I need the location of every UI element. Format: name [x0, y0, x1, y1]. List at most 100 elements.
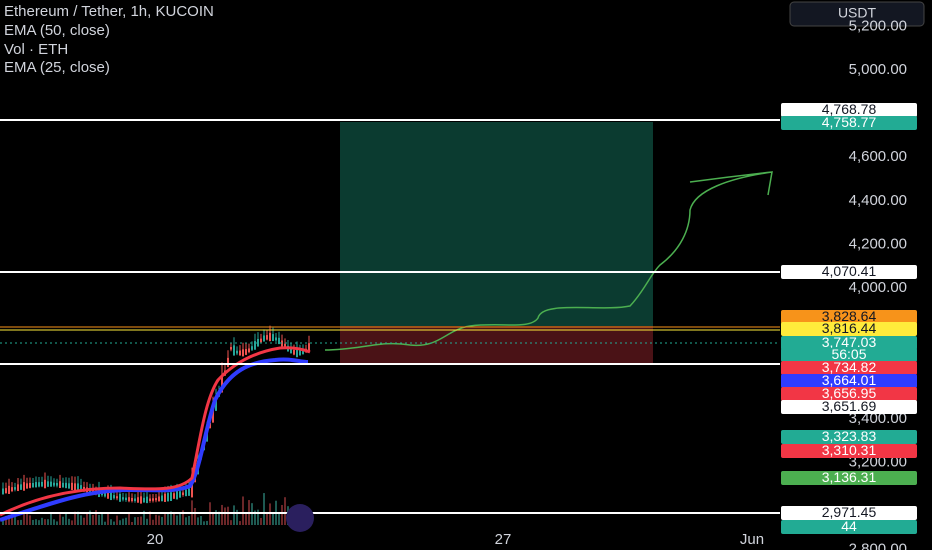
price-badge-label: 3,734.82 [822, 359, 877, 375]
volume-bar [23, 510, 25, 525]
volume-bar [233, 505, 235, 525]
candle [245, 349, 247, 355]
price-badge [781, 471, 917, 485]
candle [29, 482, 31, 488]
price-badge [781, 400, 917, 414]
volume-bar [116, 515, 118, 525]
volume-bar [284, 497, 286, 525]
candle [47, 481, 49, 487]
candle [275, 337, 277, 341]
price-badge-label: 3,816.44 [822, 320, 877, 336]
candle [227, 357, 229, 368]
candle [290, 348, 292, 354]
candle [50, 481, 52, 487]
candle [104, 492, 106, 497]
volume-bar [131, 521, 133, 525]
legend-item: Vol · ETH [4, 41, 68, 58]
candle [107, 491, 109, 499]
volume-bar [11, 512, 13, 525]
logo-badge[interactable] [286, 504, 314, 532]
volume-bar [95, 510, 97, 525]
candle [257, 338, 259, 347]
price-tick-label: 4,200.00 [849, 235, 907, 252]
candle [59, 481, 61, 489]
volume-bar [212, 512, 214, 525]
price-badge-label: 44 [841, 518, 857, 534]
candle [164, 493, 166, 502]
volume-bar [140, 516, 142, 525]
candle [284, 343, 286, 349]
time-tick-label: 27 [495, 531, 512, 548]
volume-bar [155, 514, 157, 525]
candle [2, 488, 4, 495]
volume-bar [125, 517, 127, 525]
volume-bar [173, 513, 175, 525]
volume-bar [101, 512, 103, 525]
volume-bar [107, 513, 109, 525]
volume-bar [224, 507, 226, 525]
candle [5, 488, 7, 494]
volume-bar [167, 513, 169, 525]
price-tick-label: 5,000.00 [849, 61, 907, 78]
candle [161, 495, 163, 502]
volume-bar [59, 514, 61, 525]
candle [266, 335, 268, 340]
price-badge-label: 3,828.64 [822, 308, 877, 324]
volume-bar [104, 521, 106, 525]
volume-bar [236, 509, 238, 525]
candle [113, 495, 115, 499]
volume-bar [239, 521, 241, 525]
volume-bar [134, 517, 136, 525]
price-badge-label: 56:05 [831, 346, 866, 362]
volume-bar [188, 515, 190, 525]
price-badge [781, 430, 917, 444]
volume-bar [182, 510, 184, 525]
volume-bar [83, 517, 85, 525]
candle [122, 497, 124, 500]
volume-bar [278, 511, 280, 525]
candle [158, 496, 160, 502]
price-badge-label: 3,664.01 [822, 372, 877, 388]
candle [272, 334, 274, 342]
volume-bar [179, 512, 181, 525]
legend-item: Ethereum / Tether, 1h, KUCOIN [4, 3, 214, 20]
candle [233, 345, 235, 356]
candle [53, 482, 55, 486]
candle [71, 482, 73, 491]
volume-bar [80, 515, 82, 525]
price-badge [781, 444, 917, 458]
currency-button[interactable] [789, 1, 925, 27]
price-badge-label: 4,070.41 [822, 263, 877, 279]
volume-bar [221, 504, 223, 525]
candle [65, 482, 67, 488]
candle [8, 485, 10, 494]
volume-bar [176, 515, 178, 525]
candle [140, 496, 142, 504]
candle [68, 483, 70, 489]
candle [146, 496, 148, 504]
candle [188, 488, 190, 496]
candle [44, 479, 46, 489]
volume-bar [17, 520, 19, 525]
candle [254, 341, 256, 350]
volume-bar [203, 521, 205, 525]
volume-bar [164, 514, 166, 525]
candle [119, 493, 121, 502]
volume-bar [122, 518, 124, 525]
candle [167, 493, 169, 502]
volume-bar [158, 515, 160, 525]
candle [263, 335, 265, 342]
volume-bar [113, 521, 115, 525]
candle [80, 485, 82, 492]
volume-bar [8, 514, 10, 525]
profit-zone [340, 122, 653, 326]
time-tick-label: 20 [147, 531, 164, 548]
price-badge-label: 3,323.83 [822, 428, 877, 444]
candle [308, 343, 310, 353]
volume-bar [47, 519, 49, 525]
candle [134, 498, 136, 502]
candle [269, 332, 271, 342]
volume-bar [92, 514, 94, 525]
candle [56, 483, 58, 486]
